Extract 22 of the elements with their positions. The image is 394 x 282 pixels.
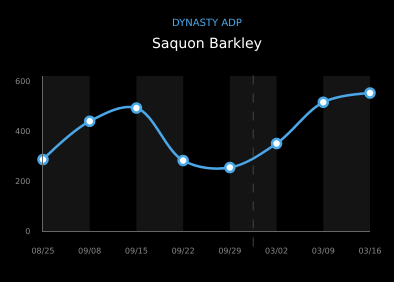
chart-subtitle: DYNASTY ADP [172,18,242,29]
point [130,102,142,114]
y-tick-label: 600 [15,76,30,86]
x-tick-label: 03/16 [358,246,382,256]
y-tick-label: 400 [15,126,30,136]
y-tick-label: 200 [15,176,30,186]
point [224,162,236,174]
point [364,87,376,99]
chart-title: Saquon Barkley [152,36,262,52]
x-tick-label: 09/29 [218,246,242,256]
point [84,116,96,127]
point [37,154,49,166]
x-tick-label: 09/15 [124,246,148,256]
x-tick-label: 09/08 [78,246,102,256]
x-tick-label: 03/09 [312,246,335,256]
x-tick-label: 09/22 [172,246,195,256]
x-tick-label: 08/25 [31,246,55,256]
x-tick-label: 03/02 [265,246,288,256]
point [318,96,330,108]
point [177,154,189,166]
point [270,138,282,150]
y-tick-label: 0 [25,226,30,236]
